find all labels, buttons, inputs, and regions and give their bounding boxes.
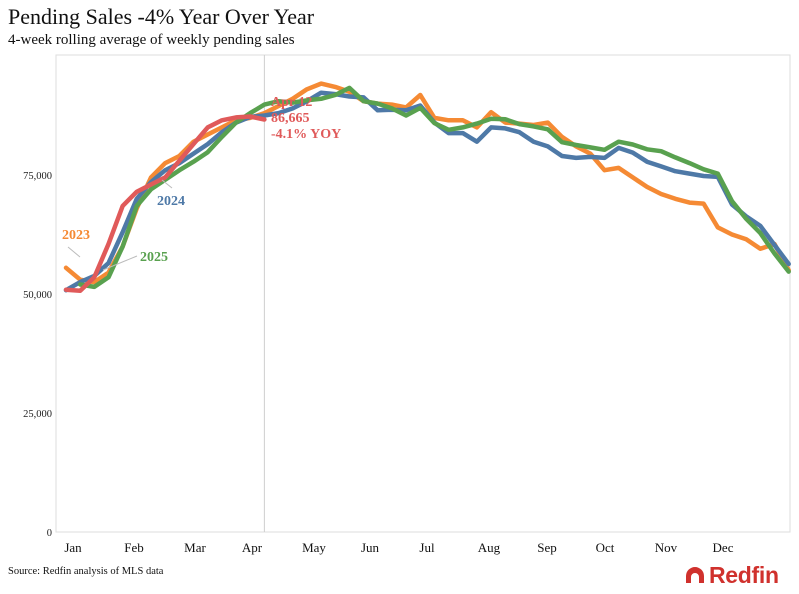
- chart-subtitle: 4-week rolling average of weekly pending…: [8, 32, 295, 48]
- series-line-2025: [77, 85, 791, 290]
- chart-title: Pending Sales -4% Year Over Year: [8, 4, 315, 29]
- series-line-2024: [63, 90, 791, 293]
- x-tick-label: May: [302, 540, 326, 555]
- x-tick-label: Sep: [537, 540, 557, 555]
- leader-line: [102, 255, 138, 271]
- y-tick-label: 25,000: [23, 409, 52, 420]
- chart-series: [63, 81, 791, 293]
- annotation-value: 86,665: [271, 111, 310, 126]
- source-note: Source: Redfin analysis of MLS data: [8, 566, 164, 577]
- y-tick-label: 0: [47, 528, 52, 539]
- annotation-date: Apr 12: [271, 95, 312, 110]
- series-label-2023: 2023: [62, 228, 90, 243]
- series-line-2023: [63, 81, 791, 285]
- series-label-2024: 2024: [157, 194, 185, 209]
- logo-text: Redfin: [709, 561, 779, 588]
- leader-line: [67, 246, 81, 258]
- chart-axes: 0 25,000 50,000 75,000 Jan Feb Mar Apr May Jun Jul…: [23, 54, 791, 555]
- x-tick-label: Jun: [361, 540, 380, 555]
- plot-frame: [55, 54, 791, 533]
- x-tick-label: Jan: [64, 540, 82, 555]
- x-tick-label: Oct: [596, 540, 615, 555]
- series-line-current: [63, 114, 267, 293]
- x-tick-label: Apr: [242, 540, 263, 555]
- x-tick-label: Dec: [713, 540, 734, 555]
- redfin-logo: Redfin: [683, 561, 779, 589]
- x-tick-label: Aug: [478, 540, 501, 555]
- x-tick-label: Nov: [655, 540, 678, 555]
- leader-line: [161, 179, 173, 189]
- y-tick-label: 50,000: [23, 290, 52, 301]
- x-tick-label: Jul: [419, 540, 435, 555]
- y-tick-label: 75,000: [23, 171, 52, 182]
- x-tick-label: Feb: [124, 540, 144, 555]
- annotation-yoy: -4.1% YOY: [271, 127, 341, 142]
- series-label-2025: 2025: [140, 250, 168, 265]
- x-tick-label: Mar: [184, 540, 206, 555]
- line-chart: 0 25,000 50,000 75,000 Jan Feb Mar Apr May Jun Jul…: [23, 54, 791, 555]
- redfin-logo-icon: [686, 567, 704, 583]
